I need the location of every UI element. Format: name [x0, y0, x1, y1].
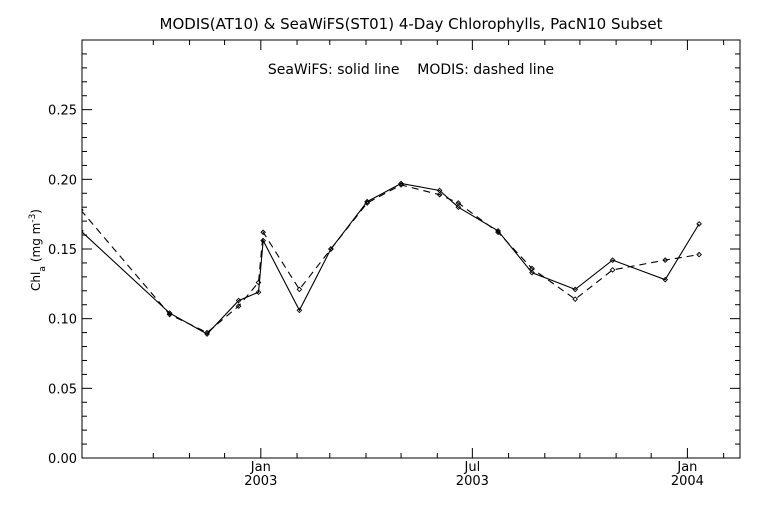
data-point-modis	[696, 251, 702, 258]
data-point-seawifs	[255, 289, 262, 296]
data-point-modis	[260, 229, 266, 236]
data-point-modis	[296, 286, 303, 293]
data-point-seawifs	[398, 180, 404, 187]
data-point-seawifs	[296, 307, 303, 314]
data-point-seawifs	[696, 221, 702, 227]
y-axis: 0.00 0.05 0.10 0.15 0.20 0.25	[48, 53, 740, 467]
chart-title: MODIS(AT10) & SeaWiFS(ST01) 4-Day Chloro…	[160, 15, 663, 33]
y-axis-label: Chla(mg m-3)	[28, 209, 48, 291]
x-tick-label-year: 2003	[244, 474, 277, 489]
data-point-modis	[328, 246, 334, 252]
data-point-modis	[204, 329, 210, 336]
data-point-modis	[495, 229, 501, 236]
data-point-modis	[235, 303, 242, 309]
data-point-modis	[572, 296, 579, 302]
x-tick-label-month: Jan	[250, 460, 271, 475]
data-point-modis	[529, 265, 535, 272]
series-line-seawifs	[82, 182, 700, 335]
data-point-modis	[364, 200, 371, 206]
series-line-modis	[82, 184, 700, 334]
data-point-modis	[166, 311, 173, 318]
data-point-seawifs	[572, 286, 579, 293]
x-tick-label-year: 2004	[671, 474, 704, 489]
y-tick-label: 0.10	[48, 313, 77, 328]
series-seawifs	[82, 180, 702, 337]
plot-frame	[81, 39, 741, 459]
data-point-seawifs	[662, 276, 669, 283]
data-point-seawifs	[455, 204, 462, 211]
data-point-seawifs	[609, 257, 616, 263]
data-point-modis	[662, 257, 669, 263]
data-point-seawifs	[364, 198, 371, 205]
data-point-modis	[455, 200, 462, 206]
data-point-modis	[609, 267, 616, 273]
series-modis	[82, 182, 702, 336]
data-point-modis	[436, 191, 443, 198]
x-tick-label-month: Jan	[676, 460, 697, 475]
data-point-seawifs	[260, 237, 266, 244]
y-tick-label: 0.15	[48, 243, 77, 258]
y-tick-label: 0.05	[48, 382, 77, 397]
y-tick-label: 0.20	[48, 173, 77, 188]
x-tick-label-month: Jul	[464, 460, 481, 475]
data-point-modis	[255, 279, 262, 286]
chart-annotation: SeaWiFS: solid line MODIS: dashed line	[268, 62, 554, 78]
data-point-seawifs	[82, 229, 84, 233]
data-point-modis	[398, 182, 404, 188]
x-tick-label-year: 2003	[456, 474, 489, 489]
y-tick-label: 0.25	[48, 104, 77, 119]
data-point-seawifs	[235, 297, 242, 304]
data-point-modis	[82, 208, 84, 212]
data-point-seawifs	[529, 269, 535, 276]
y-tick-label: 0.00	[48, 452, 77, 467]
data-point-seawifs	[495, 228, 501, 234]
series-layer	[82, 180, 702, 337]
